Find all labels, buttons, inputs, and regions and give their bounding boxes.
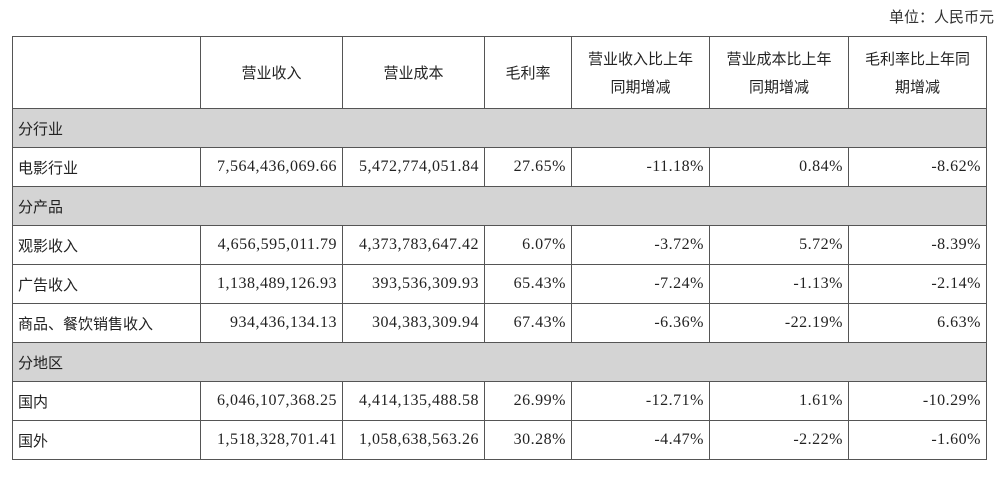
header-cost: 营业成本 xyxy=(342,36,485,109)
cell-margin-change: 6.63% xyxy=(848,303,987,343)
unit-label: 单位：人民币元 xyxy=(888,8,994,26)
header-margin-change-line1: 毛利率比上年同 xyxy=(864,49,970,68)
financial-table: 营业收入 营业成本 毛利率 营业收入比上年 同期增减 营业成本比上年 同期增减 … xyxy=(12,36,987,460)
header-margin-change-line2: 期增减 xyxy=(894,77,940,96)
cell-cost: 393,536,309.93 xyxy=(342,264,485,304)
table-row: 电影行业 7,564,436,069.66 5,472,774,051.84 2… xyxy=(12,147,987,187)
section-row-product: 分产品 xyxy=(12,186,987,226)
section-title: 分产品 xyxy=(12,186,987,226)
cell-cost: 4,373,783,647.42 xyxy=(342,225,485,265)
header-revenue-change-line2: 同期增减 xyxy=(610,77,671,96)
cell-margin: 6.07% xyxy=(484,225,572,265)
cell-revenue: 7,564,436,069.66 xyxy=(200,147,343,187)
cell-revenue-change: -4.47% xyxy=(571,420,710,460)
row-name: 观影收入 xyxy=(12,225,201,265)
cell-cost: 4,414,135,488.58 xyxy=(342,381,485,421)
header-cost-change: 营业成本比上年 同期增减 xyxy=(709,36,849,109)
table-row: 国外 1,518,328,701.41 1,058,638,563.26 30.… xyxy=(12,420,987,460)
section-row-industry: 分行业 xyxy=(12,108,987,148)
cell-margin: 27.65% xyxy=(484,147,572,187)
row-name: 国内 xyxy=(12,381,201,421)
table-row: 国内 6,046,107,368.25 4,414,135,488.58 26.… xyxy=(12,381,987,421)
table-row: 广告收入 1,138,489,126.93 393,536,309.93 65.… xyxy=(12,264,987,304)
cell-margin-change: -1.60% xyxy=(848,420,987,460)
cell-revenue: 1,518,328,701.41 xyxy=(200,420,343,460)
section-row-region: 分地区 xyxy=(12,342,987,382)
cell-revenue: 934,436,134.13 xyxy=(200,303,343,343)
row-name: 电影行业 xyxy=(12,147,201,187)
cell-margin-change: -2.14% xyxy=(848,264,987,304)
section-title: 分地区 xyxy=(12,342,987,382)
header-cost-change-line2: 同期增减 xyxy=(748,77,809,96)
cell-cost: 5,472,774,051.84 xyxy=(342,147,485,187)
header-row: 营业收入 营业成本 毛利率 营业收入比上年 同期增减 营业成本比上年 同期增减 … xyxy=(12,36,987,109)
header-revenue-change-line1: 营业收入比上年 xyxy=(587,49,693,68)
row-name: 国外 xyxy=(12,420,201,460)
header-cost-change-line1: 营业成本比上年 xyxy=(726,49,832,68)
cell-margin: 26.99% xyxy=(484,381,572,421)
cell-margin: 30.28% xyxy=(484,420,572,460)
cell-revenue-change: -6.36% xyxy=(571,303,710,343)
table-row: 观影收入 4,656,595,011.79 4,373,783,647.42 6… xyxy=(12,225,987,265)
cell-cost-change: -2.22% xyxy=(709,420,849,460)
header-margin: 毛利率 xyxy=(484,36,572,109)
cell-revenue: 4,656,595,011.79 xyxy=(200,225,343,265)
cell-margin: 67.43% xyxy=(484,303,572,343)
cell-cost-change: -1.13% xyxy=(709,264,849,304)
row-name: 广告收入 xyxy=(12,264,201,304)
cell-margin: 65.43% xyxy=(484,264,572,304)
cell-cost-change: 5.72% xyxy=(709,225,849,265)
cell-revenue-change: -11.18% xyxy=(571,147,710,187)
cell-cost: 1,058,638,563.26 xyxy=(342,420,485,460)
section-title: 分行业 xyxy=(12,108,987,148)
cell-margin-change: -10.29% xyxy=(848,381,987,421)
cell-revenue-change: -12.71% xyxy=(571,381,710,421)
table-row: 商品、餐饮销售收入 934,436,134.13 304,383,309.94 … xyxy=(12,303,987,343)
row-name: 商品、餐饮销售收入 xyxy=(12,303,201,343)
header-revenue: 营业收入 xyxy=(200,36,343,109)
header-revenue-change: 营业收入比上年 同期增减 xyxy=(571,36,710,109)
cell-revenue-change: -7.24% xyxy=(571,264,710,304)
cell-cost: 304,383,309.94 xyxy=(342,303,485,343)
header-margin-change: 毛利率比上年同 期增减 xyxy=(848,36,987,109)
cell-cost-change: -22.19% xyxy=(709,303,849,343)
cell-revenue-change: -3.72% xyxy=(571,225,710,265)
cell-margin-change: -8.62% xyxy=(848,147,987,187)
header-blank xyxy=(12,36,201,109)
cell-revenue: 1,138,489,126.93 xyxy=(200,264,343,304)
cell-revenue: 6,046,107,368.25 xyxy=(200,381,343,421)
cell-cost-change: 0.84% xyxy=(709,147,849,187)
cell-margin-change: -8.39% xyxy=(848,225,987,265)
cell-cost-change: 1.61% xyxy=(709,381,849,421)
